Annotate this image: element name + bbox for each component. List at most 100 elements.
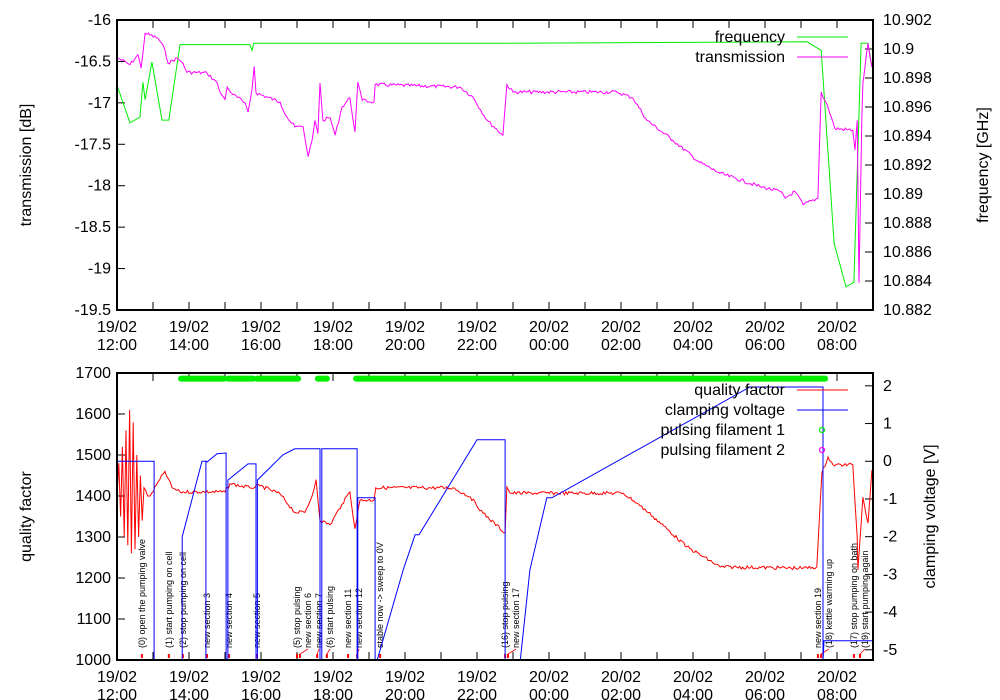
x-tick-label-time: 08:00 bbox=[817, 337, 857, 354]
y-tick-label: 1300 bbox=[75, 529, 111, 546]
y-tick-label: 1500 bbox=[75, 447, 111, 464]
y2-tick-label: 10.902 bbox=[883, 12, 932, 29]
y2-tick-label: 10.888 bbox=[883, 215, 932, 232]
x-tick-label-date: 20/02 bbox=[601, 319, 641, 336]
x-tick-label-date: 19/02 bbox=[385, 669, 425, 686]
y-axis-label: transmission [dB] bbox=[18, 104, 35, 227]
legend-marker bbox=[818, 446, 826, 454]
y-tick-label: -16.5 bbox=[75, 53, 112, 70]
x-tick-label-date: 20/02 bbox=[745, 319, 785, 336]
top-panel: 19/0212:0019/0214:0019/0216:0019/0218:00… bbox=[18, 12, 992, 354]
x-tick-label-date: 20/02 bbox=[817, 319, 857, 336]
series-line-frequency bbox=[117, 41, 873, 288]
y-tick-label: -17 bbox=[88, 95, 111, 112]
x-tick-label-time: 02:00 bbox=[601, 337, 641, 354]
y2-tick-label: 10.89 bbox=[883, 186, 923, 203]
annotation-label: (5) stop pulsing bbox=[292, 586, 302, 648]
x-tick-label-date: 19/02 bbox=[97, 319, 137, 336]
x-tick-label-time: 00:00 bbox=[529, 687, 569, 700]
x-tick-label-time: 16:00 bbox=[241, 337, 281, 354]
y2-tick-label: 10.886 bbox=[883, 244, 932, 261]
x-tick-label-time: 14:00 bbox=[169, 337, 209, 354]
x-tick-label-date: 20/02 bbox=[529, 669, 569, 686]
legend-label: pulsing filament 2 bbox=[660, 442, 785, 459]
y2-tick-label: 10.896 bbox=[883, 99, 932, 116]
y2-axis-label: clamping voltage [V] bbox=[922, 444, 939, 588]
y2-tick-label: 10.884 bbox=[883, 273, 932, 290]
y2-tick-label: 0 bbox=[883, 453, 892, 470]
series-line-transmission bbox=[117, 32, 873, 283]
annotation-label: new section 12 bbox=[354, 588, 364, 648]
x-tick-label-date: 19/02 bbox=[241, 319, 281, 336]
y2-tick-label: 10.882 bbox=[883, 302, 932, 319]
plot-area: (0) open the pumping valve (1) start pump… bbox=[117, 375, 873, 660]
y2-axis-label: frequency [GHz] bbox=[975, 107, 992, 223]
bottom-panel: 19/0212:0019/0214:0019/0216:0019/0218:00… bbox=[18, 365, 939, 700]
annotation-label: (1) start pumping on cell bbox=[164, 551, 174, 648]
x-tick-label-time: 08:00 bbox=[817, 687, 857, 700]
y2-tick-label: 1 bbox=[883, 416, 892, 433]
plot-frame bbox=[116, 19, 874, 311]
annotation-label: new section 19 bbox=[813, 588, 823, 648]
annotation-label: new section 7 bbox=[314, 593, 324, 648]
y-tick-label: -19.5 bbox=[75, 302, 112, 319]
y2-tick-label: -5 bbox=[883, 642, 897, 659]
x-tick-label-time: 04:00 bbox=[673, 337, 713, 354]
annotation-label: (19) start pumping again bbox=[860, 550, 870, 648]
x-tick-label-time: 14:00 bbox=[169, 687, 209, 700]
annotation-leader bbox=[507, 648, 517, 655]
annotation-label: stable now -> sweep to 0V bbox=[375, 542, 385, 648]
legend-marker bbox=[818, 426, 826, 434]
x-tick-label-date: 20/02 bbox=[745, 669, 785, 686]
y-tick-label: -17.5 bbox=[75, 136, 112, 153]
annotation-label: new section 6 bbox=[303, 593, 313, 648]
x-tick-label-date: 20/02 bbox=[529, 319, 569, 336]
legend-label: pulsing filament 1 bbox=[660, 422, 785, 439]
y-tick-label: -19 bbox=[88, 261, 111, 278]
y-tick-label: -18 bbox=[88, 178, 111, 195]
y-tick-label: 1600 bbox=[75, 406, 111, 423]
x-tick-label-date: 19/02 bbox=[313, 319, 353, 336]
x-tick-label-date: 19/02 bbox=[241, 669, 281, 686]
y-tick-label: -18.5 bbox=[75, 219, 112, 236]
x-tick-label-date: 19/02 bbox=[313, 669, 353, 686]
x-tick-label-date: 19/02 bbox=[457, 319, 497, 336]
x-tick-label-date: 19/02 bbox=[169, 319, 209, 336]
plot-frame bbox=[116, 372, 874, 661]
annotation-label: new section 11 bbox=[343, 589, 353, 648]
y2-tick-label: 10.898 bbox=[883, 70, 932, 87]
annotation-leader bbox=[316, 648, 320, 655]
x-tick-label-time: 16:00 bbox=[241, 687, 281, 700]
annotation-leader bbox=[859, 648, 866, 655]
x-tick-label-time: 02:00 bbox=[601, 687, 641, 700]
plot-area bbox=[117, 32, 873, 288]
annotation-label: new section 17 bbox=[511, 588, 521, 648]
y-tick-label: 1000 bbox=[75, 652, 111, 669]
y-tick-label: -16 bbox=[88, 12, 111, 29]
y2-tick-label: -2 bbox=[883, 529, 897, 546]
y2-tick-label: 10.9 bbox=[883, 41, 914, 58]
x-tick-label-date: 20/02 bbox=[601, 669, 641, 686]
x-tick-label-time: 04:00 bbox=[673, 687, 713, 700]
x-tick-label-time: 18:00 bbox=[313, 337, 353, 354]
annotation-leader bbox=[820, 648, 830, 655]
annotation-label: (18) kettle warming up bbox=[824, 559, 834, 648]
y-tick-label: 1100 bbox=[77, 611, 112, 628]
y-tick-label: 1200 bbox=[75, 570, 111, 587]
series-line-clamping-voltage bbox=[117, 386, 872, 660]
x-tick-label-date: 19/02 bbox=[97, 669, 137, 686]
annotation-label: (0) open the pumping valve bbox=[137, 539, 147, 648]
x-tick-label-date: 19/02 bbox=[169, 669, 209, 686]
annotation-label: new section 3 bbox=[202, 593, 212, 648]
x-tick-label-time: 18:00 bbox=[313, 687, 353, 700]
legend-label: transmission bbox=[695, 49, 785, 66]
x-tick-label-date: 20/02 bbox=[817, 669, 857, 686]
x-tick-label-time: 06:00 bbox=[745, 687, 785, 700]
x-tick-label-date: 19/02 bbox=[457, 669, 497, 686]
x-tick-label-date: 20/02 bbox=[673, 319, 713, 336]
y2-tick-label: 10.892 bbox=[883, 157, 932, 174]
x-tick-label-time: 12:00 bbox=[97, 687, 137, 700]
x-tick-label-time: 20:00 bbox=[385, 687, 425, 700]
x-tick-label-date: 19/02 bbox=[385, 319, 425, 336]
annotation-leader bbox=[299, 648, 309, 655]
